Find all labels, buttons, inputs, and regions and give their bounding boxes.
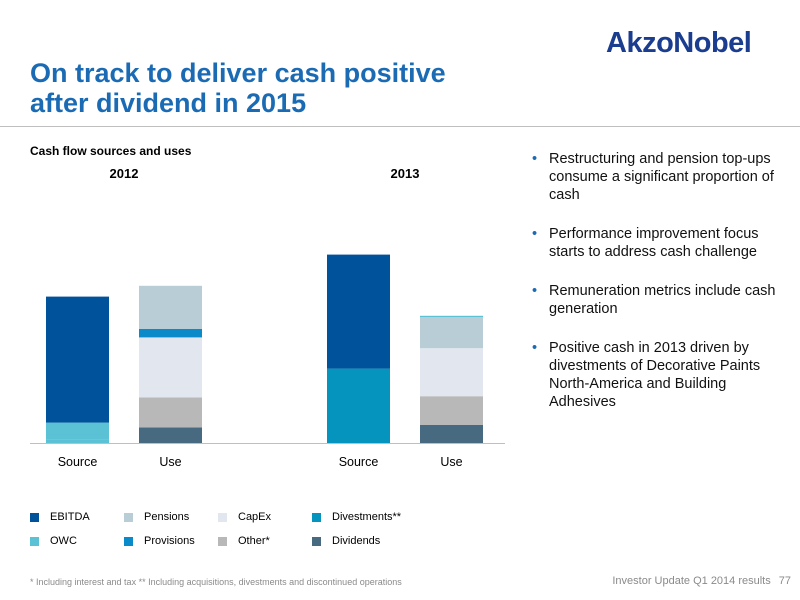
company-logo: AkzoNobel <box>606 27 752 59</box>
legend-swatch <box>312 537 321 546</box>
legend-label: EBITDA <box>50 511 90 523</box>
footnote: * Including interest and tax ** Includin… <box>30 577 402 587</box>
bullet-item: • Restructuring and pension top-ups consu… <box>532 151 774 203</box>
bar-segment-ebitda <box>46 296 109 423</box>
bar-segment-other <box>420 396 483 425</box>
bar-segment-other <box>139 397 202 428</box>
legend-label: Divestments** <box>332 511 402 523</box>
legend-swatch <box>124 513 133 522</box>
legend-label: Provisions <box>144 535 195 547</box>
x-tick-label: Use <box>440 455 462 469</box>
bar-segment-pensions <box>139 285 202 329</box>
bar-segment-owc <box>420 315 483 317</box>
bar-segment-provisions <box>139 329 202 338</box>
bullet-item: • Positive cash in 2013 driven by divestm… <box>532 340 761 410</box>
x-tick-label: Source <box>339 455 379 469</box>
legend-label: Pensions <box>144 511 190 523</box>
legend-label: Other* <box>238 535 270 547</box>
bullet-item: • Performance improvement focus starts to… <box>532 226 759 260</box>
bullet-item: • Remuneration metrics include cash gener… <box>532 283 776 317</box>
x-tick-label: Use <box>159 455 181 469</box>
bullet-list: • Restructuring and pension top-ups consu… <box>530 150 790 432</box>
slide-title: On track to deliver cash positive after … <box>30 58 590 118</box>
page-number: 77 <box>778 575 791 587</box>
bullet-text: Remuneration metrics include cash genera… <box>549 283 776 317</box>
legend-swatch <box>124 537 133 546</box>
legend-swatch <box>218 537 227 546</box>
legend-label: Dividends <box>332 535 381 547</box>
slide-title-line-1: On track to deliver cash positive <box>30 58 446 88</box>
group-label: 2012 <box>110 166 139 181</box>
legend-swatch <box>218 513 227 522</box>
bar-segment-divestments <box>327 368 390 443</box>
legend-swatch <box>312 513 321 522</box>
bar-segment-owc <box>46 439 109 443</box>
bar-segment-pensions <box>420 317 483 349</box>
slide-title-line-2: after dividend in 2015 <box>30 88 307 118</box>
legend-label: CapEx <box>238 511 272 523</box>
legend-swatch <box>30 513 39 522</box>
legend-swatch <box>30 537 39 546</box>
bar-segment-owc <box>46 422 109 440</box>
bar-segment-capex <box>420 348 483 397</box>
bar-segment-dividends <box>139 427 202 443</box>
bar-segment-ebitda <box>327 254 390 369</box>
bullet-text: Performance improvement focus starts to … <box>549 226 759 260</box>
footer-label: Investor Update Q1 2014 results <box>612 575 771 587</box>
group-label: 2013 <box>391 166 420 181</box>
bullet-text: Positive cash in 2013 driven by divestme… <box>549 340 761 410</box>
bar-segment-dividends <box>420 425 483 443</box>
cash-flow-chart: Source Use Source Use 2012 2013 <box>30 166 505 469</box>
chart-title: Cash flow sources and uses <box>30 144 192 158</box>
header-divider <box>0 126 800 127</box>
x-tick-label: Source <box>58 455 98 469</box>
bar-segment-capex <box>139 337 202 398</box>
slide-footer: Investor Update Q1 2014 results 77 <box>612 575 791 587</box>
legend-label: OWC <box>50 535 77 547</box>
bullet-text: Restructuring and pension top-ups consum… <box>549 151 774 203</box>
